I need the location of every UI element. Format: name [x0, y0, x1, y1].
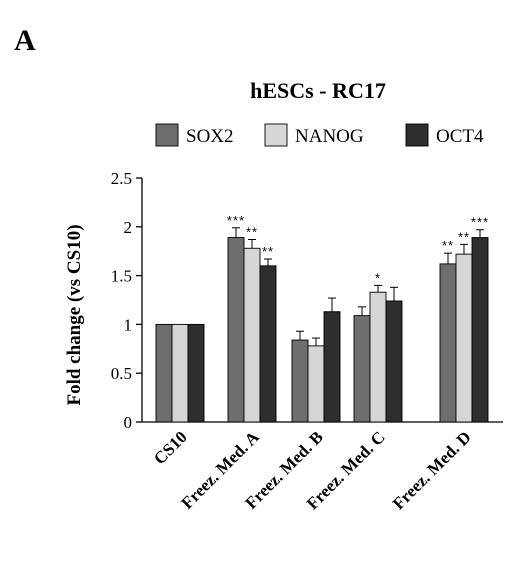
legend-swatch — [155, 123, 179, 147]
bar — [171, 323, 189, 423]
legend-label: SOX2 — [186, 126, 234, 147]
bar — [369, 291, 387, 423]
significance-marker: ** — [458, 229, 470, 244]
significance-marker: *** — [227, 213, 245, 228]
y-tick-label: 0 — [124, 413, 133, 432]
bar — [455, 253, 473, 423]
significance-marker: ** — [262, 244, 274, 259]
y-tick-label: 2.5 — [111, 169, 132, 188]
bar — [307, 345, 325, 423]
bar — [323, 311, 341, 423]
bar — [259, 265, 277, 423]
bar — [227, 237, 245, 423]
bar — [187, 323, 205, 423]
y-tick-label: 2 — [124, 218, 133, 237]
y-tick-label: 1 — [124, 315, 133, 334]
significance-marker: * — [375, 270, 381, 285]
bar — [353, 315, 371, 423]
bar — [439, 263, 457, 423]
x-tick-label: CS10 — [150, 427, 191, 468]
bar — [385, 300, 403, 423]
bar — [155, 323, 173, 423]
legend-swatch — [264, 123, 288, 147]
chart-title: hESCs - RC17 — [250, 78, 386, 103]
legend-label: OCT4 — [436, 126, 484, 147]
panel-label: A — [14, 24, 36, 57]
y-axis-label: Fold change (vs CS10) — [64, 224, 85, 405]
significance-marker: ** — [442, 238, 454, 253]
x-tick-label: Freez. Med. D — [389, 427, 475, 513]
bar — [471, 237, 489, 423]
y-tick-label: 0.5 — [111, 364, 132, 383]
legend-swatch — [405, 123, 429, 147]
legend-label: NANOG — [295, 126, 364, 147]
significance-marker: *** — [471, 215, 489, 230]
legend: SOX2 NANOG OCT4 — [155, 123, 484, 147]
significance-marker: ** — [246, 224, 258, 239]
y-tick-label: 1.5 — [111, 267, 132, 286]
bar — [243, 247, 261, 423]
bar — [291, 339, 309, 423]
